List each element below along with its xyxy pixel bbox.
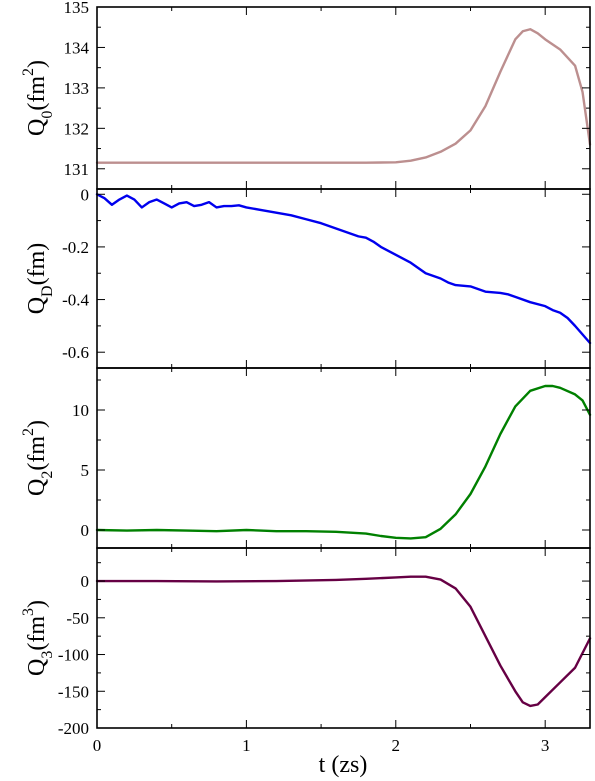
- y-tick-label: 0: [81, 521, 90, 540]
- y-tick-label: 0: [81, 185, 90, 204]
- y-tick-label: 133: [64, 79, 90, 98]
- panel-3-frame: [96, 367, 591, 549]
- panel-2: 0 -0.2 -0.4 -0.6 QD(fm): [24, 185, 592, 369]
- panel-3-ylabel: Q2(fm2): [20, 420, 56, 496]
- y-tick-label: 132: [64, 119, 90, 138]
- y-tick-label: -0.2: [62, 238, 89, 257]
- y-tick-label: -0.6: [62, 343, 89, 362]
- panel-2-frame: [96, 188, 591, 369]
- panel-4-ylabel: Q3(fm3): [20, 600, 56, 676]
- y-tick-label: 5: [81, 461, 90, 480]
- y-tick-label: -100: [58, 646, 89, 665]
- y-tick-label: 0: [81, 572, 90, 591]
- y-tick-label: 10: [72, 401, 89, 420]
- panel-1-ylabel: Q0(fm2): [20, 60, 56, 136]
- x-tick-label: 3: [541, 736, 550, 755]
- y-tick-label: 134: [64, 38, 90, 57]
- panel-4-frame: [96, 547, 591, 729]
- panel-2-series-line: [95, 193, 592, 345]
- panel-3-series-line: [95, 384, 592, 540]
- panel-2-ylabel: QD(fm): [24, 243, 56, 315]
- y-tick-label: 135: [64, 0, 90, 17]
- panel-4: 0 -50 -100 -150 -200 Q3(fm3) 0 1 2 3 t (zs): [20, 547, 592, 778]
- x-tick-label: 2: [392, 736, 401, 755]
- y-tick-label: -150: [58, 682, 89, 701]
- y-tick-label: -200: [58, 719, 89, 738]
- y-tick-label: -50: [66, 609, 89, 628]
- panel-1: 131 132 133 134 135 Q0(fm2): [20, 0, 592, 190]
- x-tick-label: 0: [93, 736, 102, 755]
- x-axis-title: t (zs): [319, 752, 368, 778]
- x-tick-label: 1: [242, 736, 251, 755]
- y-tick-label: 131: [64, 160, 90, 179]
- panel-1-series-line: [95, 28, 592, 164]
- panel-4-series-line: [95, 575, 592, 708]
- y-tick-label: -0.4: [62, 291, 89, 310]
- panel-3: 0 5 10 Q2(fm2): [20, 367, 592, 549]
